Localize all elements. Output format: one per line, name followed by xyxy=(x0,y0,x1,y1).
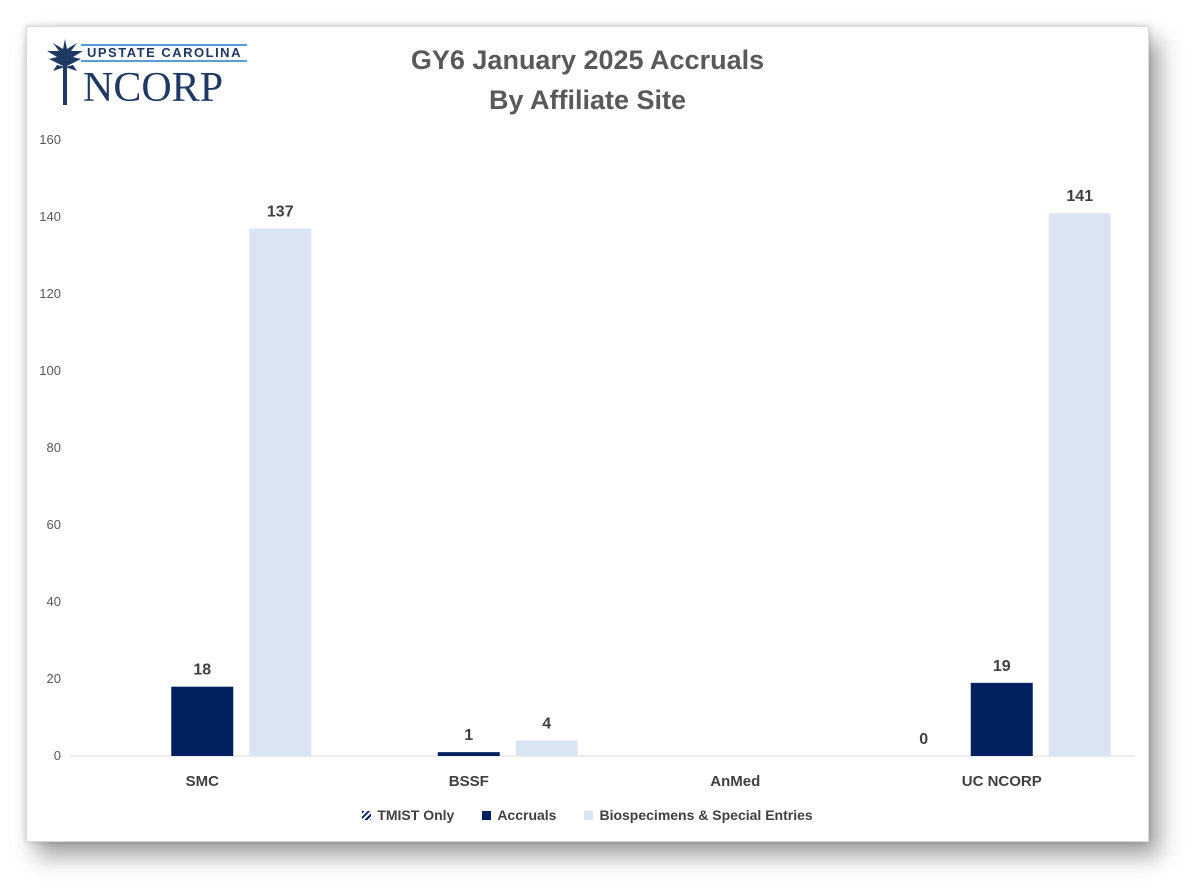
y-tick-label: 100 xyxy=(39,363,61,378)
legend-label: Accruals xyxy=(497,807,557,823)
category-label: BSSF xyxy=(449,773,489,790)
logo-main-text: NCORP xyxy=(83,65,223,107)
data-label: 18 xyxy=(193,662,211,679)
data-label: 19 xyxy=(993,658,1011,675)
legend-label: Biospecimens & Special Entries xyxy=(599,807,813,823)
y-tick-label: 120 xyxy=(39,286,61,301)
bar-uc-ncorp-2 xyxy=(1048,213,1111,756)
legend-swatch xyxy=(362,810,372,820)
data-label: 4 xyxy=(542,716,551,733)
chart-legend: TMIST Only Accruals Biospecimens & Special… xyxy=(27,807,1148,823)
y-tick-label: 40 xyxy=(47,594,61,609)
y-tick-label: 80 xyxy=(47,440,61,455)
data-label: 137 xyxy=(267,204,294,221)
logo-top-text: UPSTATE CAROLINA xyxy=(87,45,242,60)
chart-subtitle: By Affiliate Site xyxy=(488,85,687,115)
legend-item: Accruals xyxy=(482,807,556,823)
bar-uc-ncorp-1 xyxy=(970,682,1033,756)
chart-plot: 0 20 40 60 80 100 120 140 160 SMC 18 137 BSSF 1 4 AnMed… xyxy=(39,132,1135,790)
y-tick-label: 20 xyxy=(47,671,61,686)
chart-card: UPSTATE CAROLINA NCORP GY6 January 2025 … xyxy=(26,26,1149,842)
legend-swatch xyxy=(482,810,492,820)
legend-label: TMIST Only xyxy=(377,807,455,823)
bar-bssf-2 xyxy=(515,740,578,756)
legend-item: Biospecimens & Special Entries xyxy=(584,807,813,823)
bar-smc-1 xyxy=(171,686,234,756)
chart-title: GY6 January 2025 Accruals xyxy=(410,45,765,75)
y-tick-label: 0 xyxy=(54,748,61,763)
category-label: AnMed xyxy=(710,773,760,790)
legend-swatch xyxy=(584,810,594,820)
y-tick-label: 60 xyxy=(47,517,61,532)
category-label: SMC xyxy=(186,773,220,790)
ncorp-logo: UPSTATE CAROLINA NCORP xyxy=(47,37,257,111)
data-label: 141 xyxy=(1066,188,1093,205)
legend-item: TMIST Only xyxy=(362,807,454,823)
bar-bssf-1 xyxy=(437,752,500,756)
y-tick-label: 160 xyxy=(39,132,61,147)
data-label: 1 xyxy=(464,727,473,744)
bar-smc-2 xyxy=(249,228,312,757)
y-tick-label: 140 xyxy=(39,209,61,224)
palmetto-tree-icon xyxy=(47,39,83,105)
category-label: UC NCORP xyxy=(962,773,1042,790)
data-label: 0 xyxy=(919,731,928,748)
